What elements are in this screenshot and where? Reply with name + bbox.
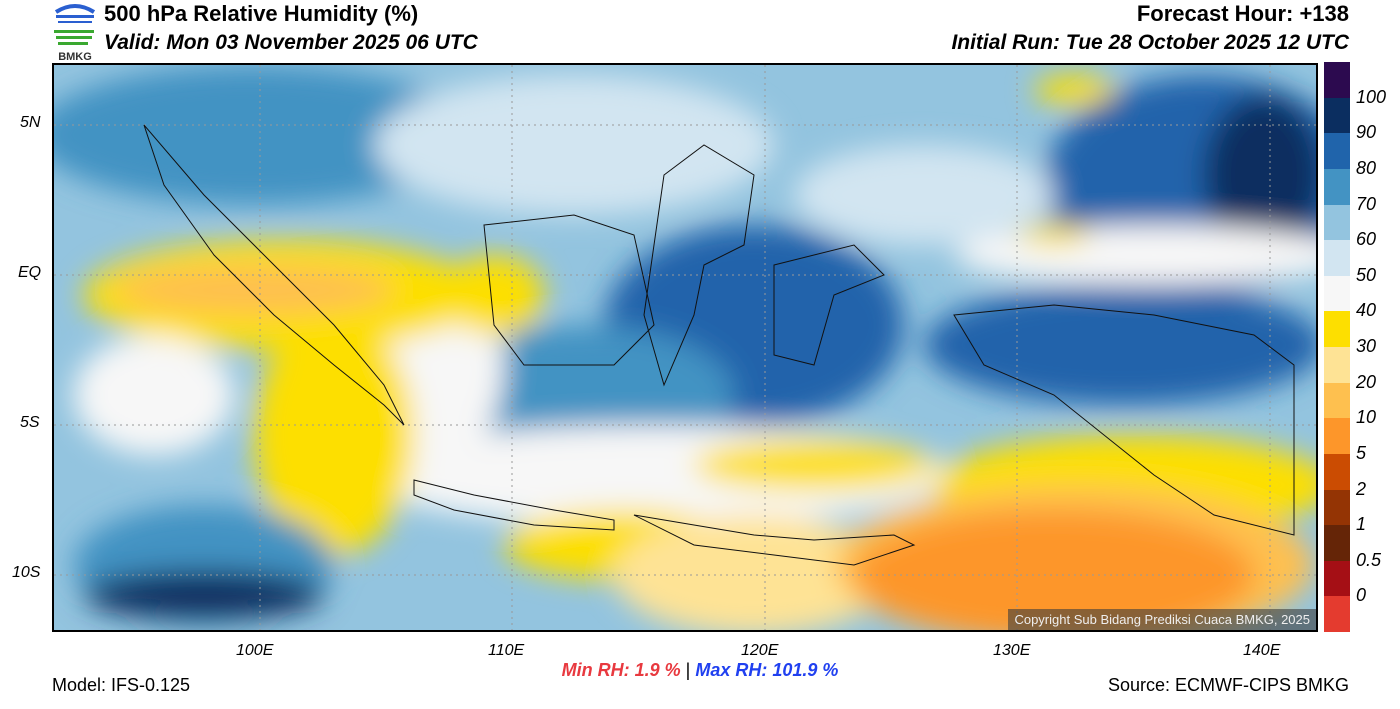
valid-time: Valid: Mon 03 November 2025 06 UTC (104, 31, 478, 54)
colorbar-segment (1324, 382, 1350, 419)
forecast-hour: Forecast Hour: +138 (1136, 1, 1349, 26)
colorbar-label: 90 (1356, 122, 1377, 143)
copyright-notice: Copyright Sub Bidang Prediksi Cuaca BMKG… (1008, 609, 1316, 630)
humidity-map (52, 63, 1318, 632)
colorbar-segment (1324, 418, 1350, 454)
colorbar-label: 5 (1356, 442, 1367, 463)
logo-text: BMKG (58, 51, 92, 62)
colorbar-label: 80 (1356, 157, 1377, 178)
colorbar-segment (1324, 204, 1350, 241)
lon-tick-130e: 130E (993, 642, 1031, 659)
colorbar-label: 10 (1356, 407, 1377, 428)
colorbar-label: 100 (1356, 86, 1387, 107)
lat-tick-10s: 10S (12, 564, 41, 581)
colorbar-segment (1324, 560, 1350, 597)
colorbar-segment (1324, 311, 1350, 347)
map-title: 500 hPa Relative Humidity (%) (104, 1, 419, 26)
colorbar-label: 0 (1356, 585, 1367, 606)
colorbar-label: 70 (1356, 193, 1377, 214)
colorbar-label: 0.5 (1356, 549, 1382, 570)
colorbar-segment (1324, 453, 1350, 490)
colorbar-segment (1324, 62, 1350, 98)
coastlines (143, 124, 1295, 566)
source-label: Source: ECMWF-CIPS BMKG (1107, 675, 1349, 695)
initial-run: Initial Run: Tue 28 October 2025 12 UTC (951, 31, 1349, 54)
separator: | (685, 660, 691, 680)
lon-tick-140e: 140E (1243, 642, 1281, 659)
model-label: Model: IFS-0.125 (52, 675, 191, 695)
colorbar-segment (1324, 525, 1350, 561)
colorbar-segment (1324, 489, 1350, 526)
min-max-rh: Min RH: 1.9 % | Max RH: 101.9 % (0, 660, 1400, 681)
lon-tick-110e: 110E (488, 642, 525, 659)
colorbar-segment (1324, 240, 1350, 276)
colorbar (1324, 62, 1350, 632)
bmkg-logo: BMKG (50, 0, 100, 63)
colorbar-segment (1324, 168, 1350, 205)
colorbar-label: 2 (1356, 478, 1367, 499)
lon-tick-120e: 120E (741, 642, 779, 659)
lat-tick-5n: 5N (20, 114, 41, 131)
lat-tick-5s: 5S (20, 414, 40, 431)
colorbar-label: 40 (1356, 300, 1377, 321)
lon-tick-100e: 100E (236, 642, 274, 659)
colorbar-label: 50 (1356, 264, 1377, 285)
colorbar-segment (1324, 97, 1350, 134)
colorbar-segment (1324, 133, 1350, 169)
colorbar-segment (1324, 275, 1350, 312)
max-rh: Max RH: 101.9 % (695, 660, 839, 680)
colorbar-segment (1324, 347, 1350, 383)
min-rh: Min RH: 1.9 % (561, 660, 681, 680)
lat-tick-eq: EQ (18, 264, 42, 281)
colorbar-label: 30 (1356, 336, 1377, 356)
colorbar-label: 60 (1356, 229, 1377, 250)
colorbar-segment (1324, 596, 1350, 632)
colorbar-label: 1 (1356, 514, 1367, 535)
colorbar-label: 20 (1356, 371, 1377, 392)
